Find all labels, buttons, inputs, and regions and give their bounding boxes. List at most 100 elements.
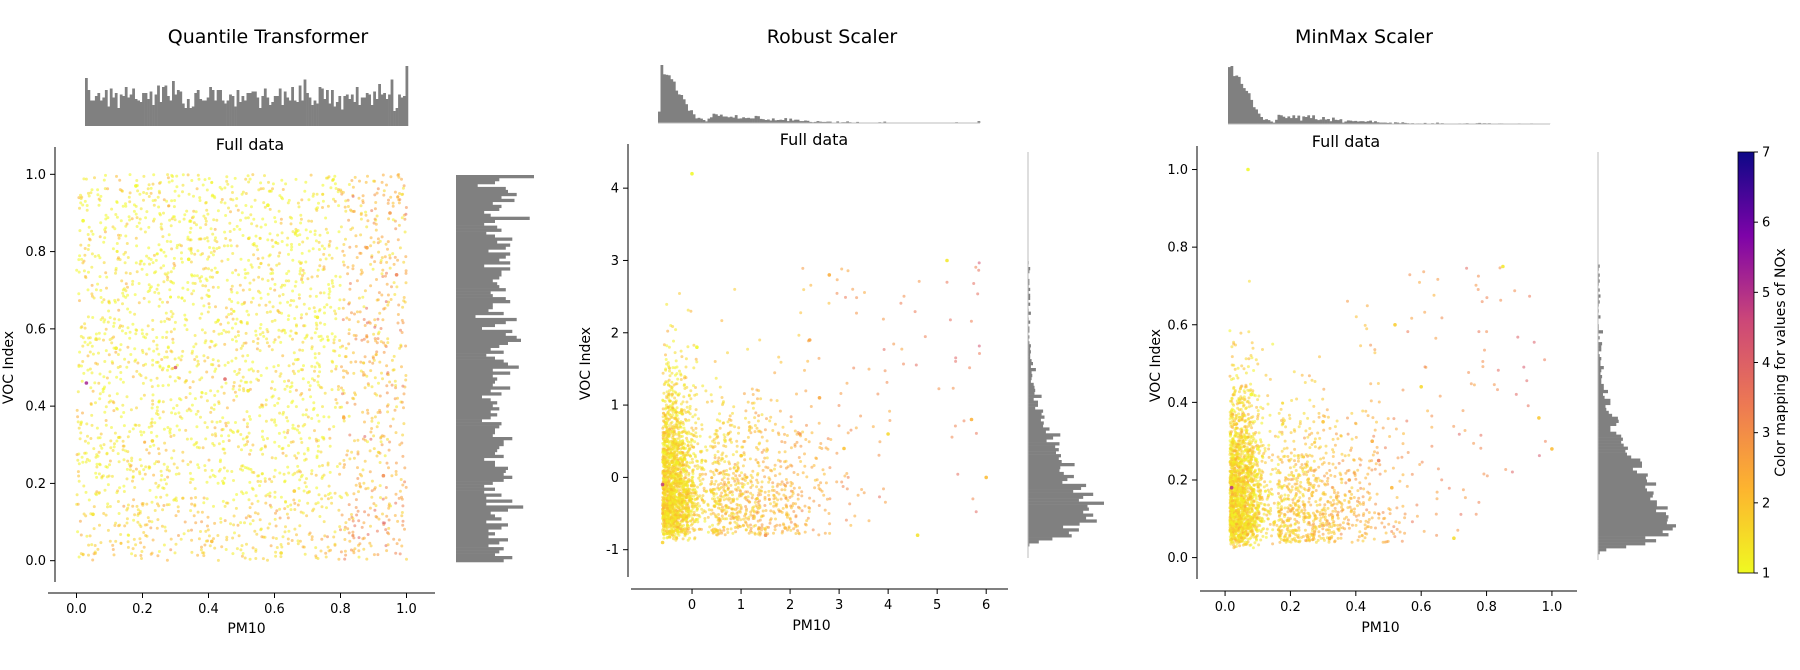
scatter-point (172, 266, 176, 270)
scatter-point (137, 282, 141, 285)
scatter-point (192, 209, 196, 213)
scatter-point (213, 546, 217, 550)
scatter-point (175, 404, 179, 407)
histogram-bar (456, 401, 498, 405)
scatter-point (279, 217, 283, 221)
scatter-point (368, 470, 372, 474)
scatter-point (338, 525, 342, 529)
scatter-point (96, 436, 100, 440)
scatter-point (333, 174, 337, 178)
scatter-point (202, 496, 206, 500)
scatter-point (270, 395, 274, 399)
scatter-point (107, 400, 111, 404)
scatter-point (294, 280, 298, 284)
histogram-bar (456, 231, 487, 235)
scatter-point (375, 278, 378, 281)
scatter-point (234, 506, 238, 510)
scatter-point (182, 532, 186, 536)
scatter-point (271, 536, 275, 540)
scatter-point (401, 433, 405, 437)
scatter-point (127, 360, 131, 364)
scatter-point (133, 513, 137, 517)
scatter-point (109, 439, 113, 443)
scatter-point (286, 465, 290, 469)
scatter-point (394, 551, 398, 555)
scatter-points (75, 173, 408, 562)
scatter-point (235, 348, 239, 352)
scatter-point (210, 468, 214, 472)
scatter-point (187, 192, 191, 196)
scatter-point (331, 178, 335, 182)
scatter-point (116, 353, 120, 356)
scatter-point (126, 503, 130, 507)
scatter-point (756, 472, 760, 475)
scatter-point (322, 415, 326, 419)
scatter-point (384, 496, 388, 500)
scatter-point (702, 486, 706, 490)
scatter-point (355, 310, 359, 314)
histogram-bar (244, 100, 247, 126)
scatter-point (293, 501, 297, 505)
scatter-point (329, 496, 333, 500)
scatter-point (765, 456, 769, 460)
scatter-point (712, 494, 716, 498)
scatter-point (162, 280, 166, 284)
scatter-point (111, 449, 115, 452)
scatter-point (153, 421, 157, 425)
scatter-point (400, 331, 404, 334)
scatter-point (759, 430, 763, 434)
scatter-point (239, 379, 243, 383)
scatter-point (769, 502, 772, 506)
scatter-point (162, 250, 166, 254)
scatter-point (401, 523, 405, 527)
scatter-point (168, 288, 172, 292)
scatter-point (345, 453, 349, 457)
scatter-point (678, 425, 682, 428)
scatter-point (260, 447, 264, 450)
scatter-point (797, 531, 801, 535)
scatter-point (145, 502, 149, 506)
scatter-point (819, 442, 823, 445)
histogram-bar (456, 303, 493, 307)
histogram-bar (271, 102, 275, 126)
scatter-point (315, 361, 319, 365)
scatter-point (104, 213, 108, 217)
scatter-point (347, 328, 351, 332)
scatter-point (289, 248, 293, 252)
histogram-bar (456, 228, 502, 232)
scatter-point (103, 332, 107, 336)
scatter-point (216, 558, 220, 562)
scatter-point (223, 519, 227, 523)
scatter-point (404, 271, 408, 275)
scatter-point (155, 411, 158, 415)
scatter-point (215, 218, 219, 222)
scatter-point (333, 530, 337, 534)
scatter-point (314, 546, 318, 550)
scatter-point (354, 506, 358, 509)
scatter-point (137, 423, 141, 427)
scatter-point (293, 232, 297, 236)
scatter-point (90, 543, 94, 547)
scatter-point (157, 399, 161, 403)
scatter-point (144, 376, 148, 380)
scatter-point (118, 348, 122, 352)
histogram-bar (456, 279, 493, 283)
scatter-point (164, 529, 168, 533)
scatter-point (835, 451, 839, 455)
scatter-point (213, 227, 217, 231)
scatter-point (233, 176, 237, 180)
scatter-point (310, 472, 314, 476)
scatter-point (223, 230, 227, 234)
scatter-point (365, 334, 369, 337)
scatter-point (103, 488, 107, 492)
scatter-point (83, 322, 87, 326)
scatter-point (292, 299, 296, 303)
scatter-point (363, 438, 367, 442)
scatter-point (396, 258, 400, 262)
scatter-point (287, 444, 291, 448)
scatter-point (248, 452, 252, 456)
histogram-bar (456, 353, 487, 357)
scatter-point (86, 288, 90, 292)
scatter-point (394, 431, 398, 435)
scatter-point (383, 343, 387, 347)
